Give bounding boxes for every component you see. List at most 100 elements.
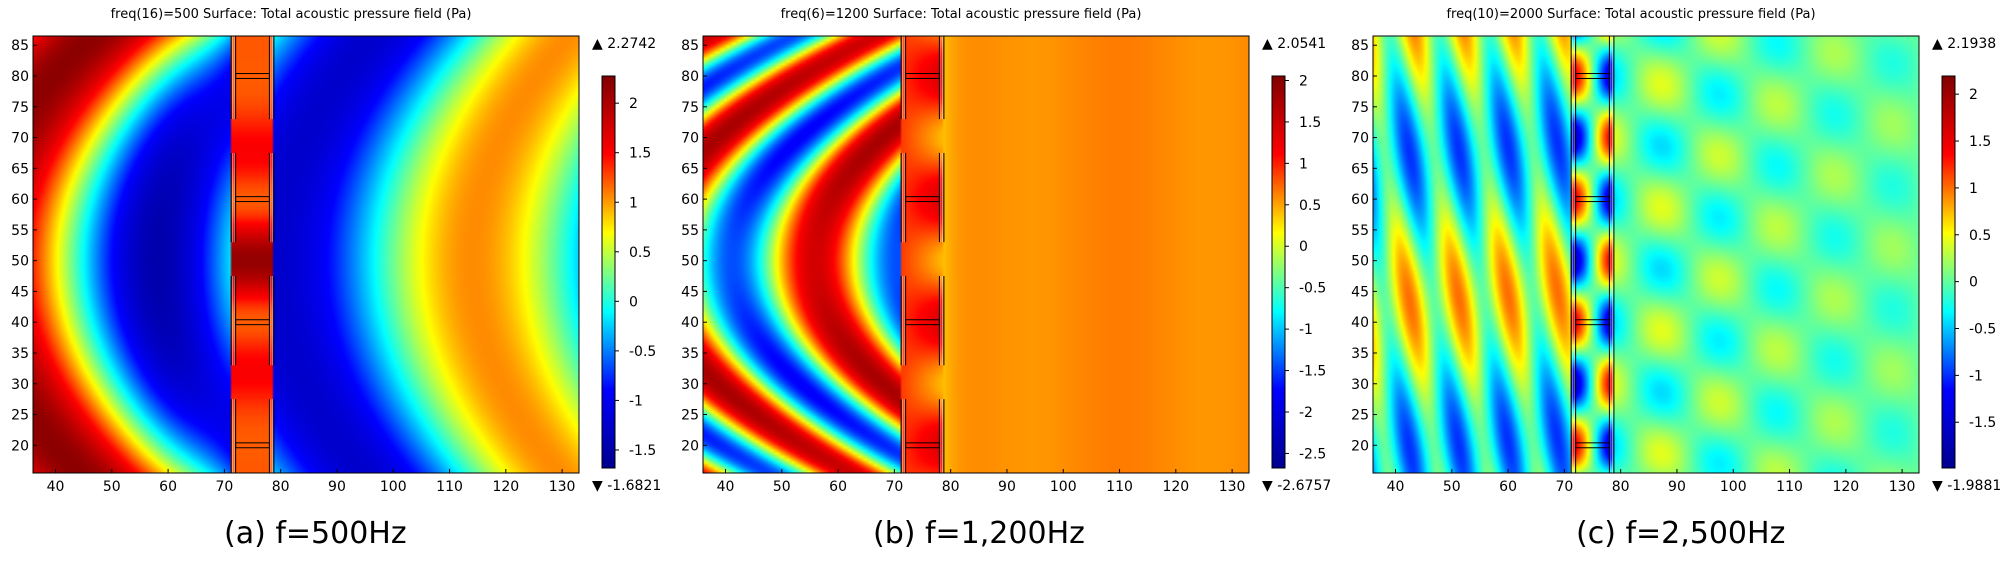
- colorbar-tick-label: -2.5: [1299, 446, 1326, 462]
- panel-b: freq(6)=1200 Surface: Total acoustic pre…: [670, 0, 1340, 564]
- y-tick-label: 75: [1351, 100, 1369, 116]
- colorbar-tick-label: 2: [1299, 73, 1308, 89]
- x-tick-label: 50: [1443, 479, 1461, 495]
- x-tick-label: 120: [492, 479, 519, 495]
- connector-bar: [235, 442, 270, 449]
- x-tick-label: 110: [1106, 479, 1133, 495]
- panel-caption: (c) f=2,500Hz: [1576, 516, 1786, 551]
- colorbar-tick-label: 1.5: [1299, 115, 1321, 131]
- y-tick-label: 75: [681, 100, 699, 116]
- y-tick-label: 65: [11, 161, 29, 177]
- colorbar-max-label: ▲ 2.2742: [592, 36, 656, 52]
- y-tick-label: 40: [11, 315, 29, 331]
- y-tick-label: 45: [1351, 284, 1369, 300]
- y-tick-label: 40: [1351, 315, 1369, 331]
- colorbar-tick-label: 2: [629, 96, 638, 112]
- y-tick-label: 30: [1351, 377, 1369, 393]
- y-tick-label: 45: [11, 284, 29, 300]
- colorbar-gradient: [601, 75, 616, 469]
- x-tick-label: 60: [159, 479, 177, 495]
- connector-bar: [905, 73, 940, 79]
- panel-a: freq(16)=500 Surface: Total acoustic pre…: [0, 0, 670, 564]
- heatmap: [1373, 36, 1919, 473]
- colorbar-max-label: ▲ 2.0541: [1262, 36, 1326, 52]
- pressure-field-image: [1373, 36, 1919, 473]
- colorbar-tick-label: 0: [629, 294, 638, 310]
- x-tick-label: 40: [1387, 479, 1405, 495]
- axis-ticks: 40 50 60 70 80 90 100 110 120 130 20 25 30 35 40 45 50 55…: [681, 38, 1245, 495]
- y-tick-label: 60: [11, 192, 29, 208]
- y-tick-label: 20: [11, 438, 29, 454]
- y-tick-label: 45: [681, 284, 699, 300]
- colorbar-min-label: ▼ -1.6821: [592, 478, 661, 494]
- x-tick-label: 130: [1219, 479, 1246, 495]
- x-tick-label: 110: [436, 479, 463, 495]
- x-tick-label: 60: [1499, 479, 1517, 495]
- y-tick-label: 70: [681, 131, 699, 147]
- axis-ticks: 40 50 60 70 80 90 100 110 120 130 20 25 30 35 40 45 50 55…: [1351, 38, 1915, 495]
- y-tick-label: 25: [11, 408, 29, 424]
- y-tick-label: 80: [11, 69, 29, 85]
- structure: [230, 36, 275, 473]
- plot-frame: [702, 35, 1250, 474]
- connector-bar: [905, 442, 940, 449]
- pressure-field-image: [33, 36, 579, 473]
- connector-bar: [1575, 196, 1610, 203]
- colorbar-tick-label: -1: [629, 393, 643, 409]
- colorbar: 2 1.5 1 0.5 0 -0.5 -1 -1.5 -2 -2.5: [1271, 73, 1326, 469]
- connector-bar: [235, 73, 270, 79]
- y-tick-label: 65: [681, 161, 699, 177]
- colorbar-tick-label: -1.5: [1969, 415, 1996, 431]
- colorbar-tick-label: -1.5: [629, 443, 656, 459]
- colorbar-min-label: ▼ -2.6757: [1262, 478, 1331, 494]
- y-tick-label: 70: [1351, 131, 1369, 147]
- y-tick-label: 50: [1351, 254, 1369, 270]
- x-tick-label: 60: [829, 479, 847, 495]
- y-tick-label: 65: [1351, 161, 1369, 177]
- plot-svg: freq(16)=500 Surface: Total acoustic pre…: [11, 7, 661, 495]
- colorbar: 2 1.5 1 0.5 0 -0.5 -1 -1.5: [1941, 75, 1996, 469]
- x-tick-label: 120: [1832, 479, 1859, 495]
- x-tick-label: 90: [998, 479, 1016, 495]
- colorbar-tick-label: 1: [1969, 181, 1978, 197]
- y-tick-label: 25: [1351, 408, 1369, 424]
- colorbar-gradient: [1941, 75, 1956, 469]
- y-tick-label: 70: [11, 131, 29, 147]
- y-tick-label: 80: [681, 69, 699, 85]
- y-tick-label: 50: [11, 254, 29, 270]
- x-tick-label: 100: [380, 479, 407, 495]
- x-tick-label: 100: [1720, 479, 1747, 495]
- y-tick-label: 35: [11, 346, 29, 362]
- colorbar-tick-label: -0.5: [629, 344, 656, 360]
- panel-caption: (b) f=1,200Hz: [873, 516, 1085, 551]
- axis-ticks: 40 50 60 70 80 90 100 110 120 130 20 25 30 35 40 45 50 55…: [11, 38, 575, 495]
- x-tick-label: 80: [272, 479, 290, 495]
- heatmap: [33, 36, 579, 473]
- colorbar-gradient: [1271, 75, 1286, 469]
- x-tick-label: 40: [717, 479, 735, 495]
- connector-bar: [1575, 442, 1610, 449]
- colorbar: 2 1.5 1 0.5 0 -0.5 -1 -1.5: [601, 75, 656, 469]
- y-tick-label: 35: [1351, 346, 1369, 362]
- y-tick-label: 30: [681, 377, 699, 393]
- y-tick-label: 85: [11, 38, 29, 54]
- y-tick-label: 60: [1351, 192, 1369, 208]
- x-tick-label: 50: [103, 479, 121, 495]
- plot-frame: [32, 35, 580, 474]
- plot-svg: freq(6)=1200 Surface: Total acoustic pre…: [681, 7, 1331, 495]
- connector-bar: [1575, 319, 1610, 326]
- panel-c: freq(10)=2000 Surface: Total acoustic pr…: [1340, 0, 2010, 564]
- plot-svg: freq(10)=2000 Surface: Total acoustic pr…: [1351, 7, 2001, 495]
- y-tick-label: 30: [11, 377, 29, 393]
- y-tick-label: 20: [1351, 438, 1369, 454]
- y-tick-label: 85: [681, 38, 699, 54]
- connector-bar: [235, 196, 270, 203]
- colorbar-tick-label: -1.5: [1299, 364, 1326, 380]
- panel-caption: (a) f=500Hz: [224, 516, 407, 551]
- x-tick-label: 70: [1555, 479, 1573, 495]
- y-tick-label: 75: [11, 100, 29, 116]
- colorbar-tick-label: -0.5: [1969, 322, 1996, 338]
- colorbar-tick-label: 0: [1969, 275, 1978, 291]
- connector-bar: [1575, 73, 1610, 79]
- heatmap: [703, 36, 1249, 473]
